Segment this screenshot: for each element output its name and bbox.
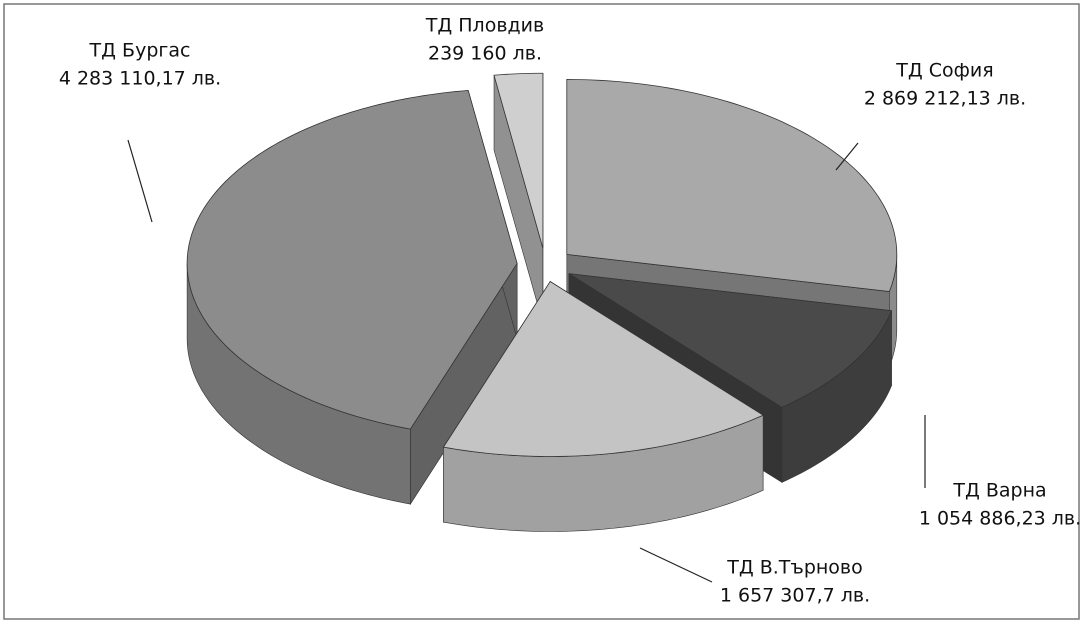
data-label-value: 1 054 886,23 лв.: [919, 508, 1081, 530]
data-label-name: ТД Пловдив: [425, 15, 544, 37]
pie-slice: [442, 280, 764, 457]
data-label-value: 4 283 110,17 лв.: [59, 68, 221, 90]
data-label-value: 1 657 307,7 лв.: [720, 585, 870, 607]
pie-slice-group: [442, 280, 764, 532]
data-label-value: 239 160 лв.: [428, 43, 542, 65]
pie-slice: [493, 72, 544, 249]
leader-line: [835, 142, 859, 171]
data-label-value: 2 869 212,13 лв.: [864, 88, 1026, 110]
pie-slice: [566, 79, 898, 292]
leader-line: [127, 139, 153, 223]
data-label-name: ТД София: [895, 60, 993, 82]
data-label-name: ТД В.Търново: [726, 557, 863, 579]
pie-slice-group: [186, 89, 518, 506]
pie-slice: [568, 273, 893, 408]
pie-slice: [186, 89, 518, 430]
leader-line: [639, 547, 713, 583]
data-label-name: ТД Бургас: [89, 40, 191, 62]
data-label-name: ТД Варна: [952, 480, 1046, 502]
